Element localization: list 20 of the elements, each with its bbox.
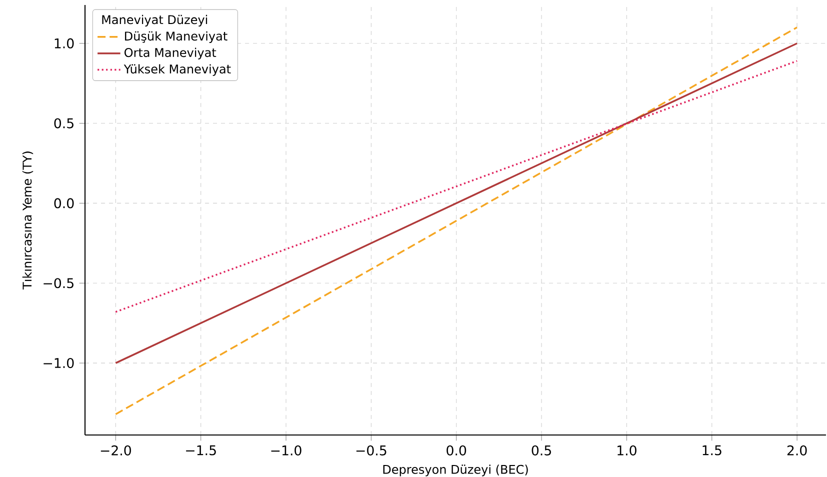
y-axis-title: Tıkınırcasına Yeme (TY) [22,152,34,290]
y-tick-label: 0.5 [54,118,74,128]
y-tick-label: 0.0 [54,198,74,208]
x-tick-label: 0.5 [532,445,551,456]
y-tick-label: 1.0 [54,38,74,48]
x-tick-label: −1.5 [186,445,216,456]
legend-title: Maneviyat Düzeyi [102,14,208,26]
x-tick-label: 2.0 [787,445,807,456]
x-axis-title: Depresyon Düzeyi (BEC) [383,464,528,476]
legend-label: Orta Maneviyat [124,48,216,60]
y-tick-label: −0.5 [44,278,74,288]
x-tick-label: −2.0 [100,445,131,456]
x-tick-label: −0.5 [356,445,386,456]
x-tick-label: 1.0 [618,445,636,456]
y-tick-label: −1.0 [44,358,74,368]
x-tick-label: 1.5 [702,445,722,456]
x-tick-label: 0.0 [446,445,466,456]
legend-label: Düşük Maneviyat [125,31,228,43]
x-tick-label: −1.0 [271,445,302,456]
legend-label: Yüksek Maneviyat [124,64,231,76]
